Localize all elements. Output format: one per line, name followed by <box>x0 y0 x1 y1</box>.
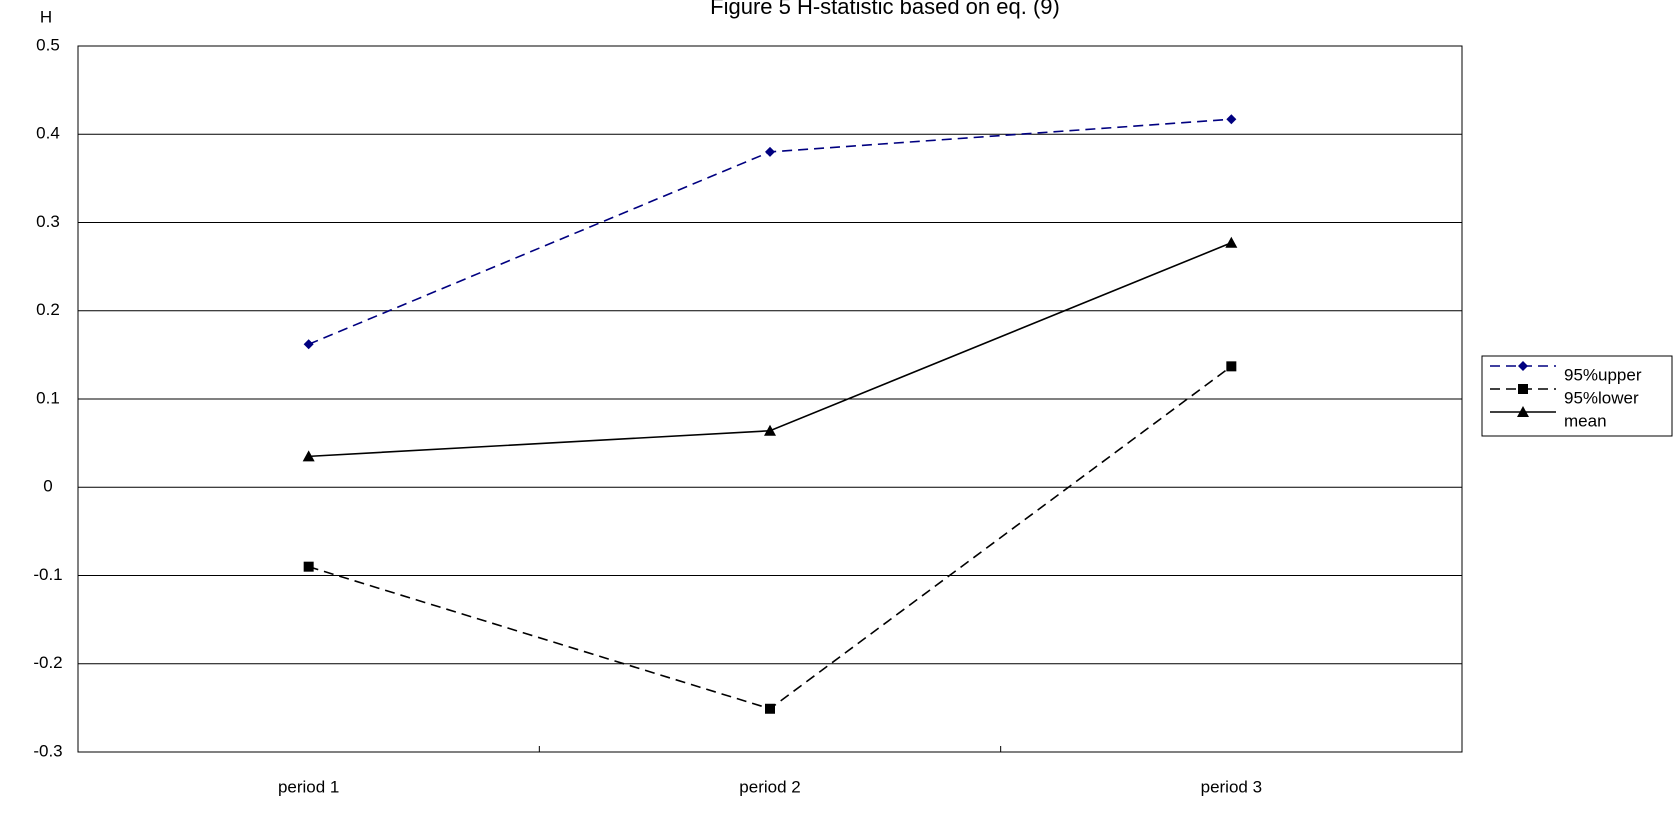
y-tick-label: 0 <box>43 477 52 496</box>
y-tick-label: 0.5 <box>36 35 60 54</box>
marker <box>1518 361 1528 371</box>
legend-label: mean <box>1564 411 1607 430</box>
marker <box>765 703 775 714</box>
series-line <box>308 242 1232 458</box>
legend-label: 95%lower <box>1564 388 1639 407</box>
legend-box <box>1481 355 1673 437</box>
marker <box>765 146 775 157</box>
series-line <box>308 365 1232 710</box>
y-tick-label: 0.4 <box>36 124 60 143</box>
chart-title: Figure 5 H-statistic based on eq. (9) <box>710 0 1060 19</box>
marker <box>1226 114 1237 125</box>
marker <box>1225 236 1238 248</box>
marker <box>1226 361 1237 372</box>
y-tick-label: -0.3 <box>33 741 62 760</box>
marker <box>303 561 314 572</box>
marker <box>1517 406 1529 417</box>
legend-label: 95%upper <box>1564 365 1642 384</box>
marker <box>764 424 776 436</box>
y-tick-label: 0.2 <box>36 300 60 319</box>
x-tick-label: period 2 <box>739 777 800 796</box>
marker <box>302 450 315 462</box>
y-axis-label: H <box>40 7 52 26</box>
marker <box>1518 384 1528 394</box>
y-tick-label: 0.3 <box>36 212 60 231</box>
x-tick-label: period 3 <box>1201 777 1262 796</box>
y-tick-label: -0.1 <box>33 565 62 584</box>
y-tick-label: 0.1 <box>36 388 60 407</box>
x-tick-label: period 1 <box>278 777 339 796</box>
y-tick-label: -0.2 <box>33 653 62 672</box>
marker <box>303 339 314 350</box>
plot-frame <box>77 45 1463 753</box>
